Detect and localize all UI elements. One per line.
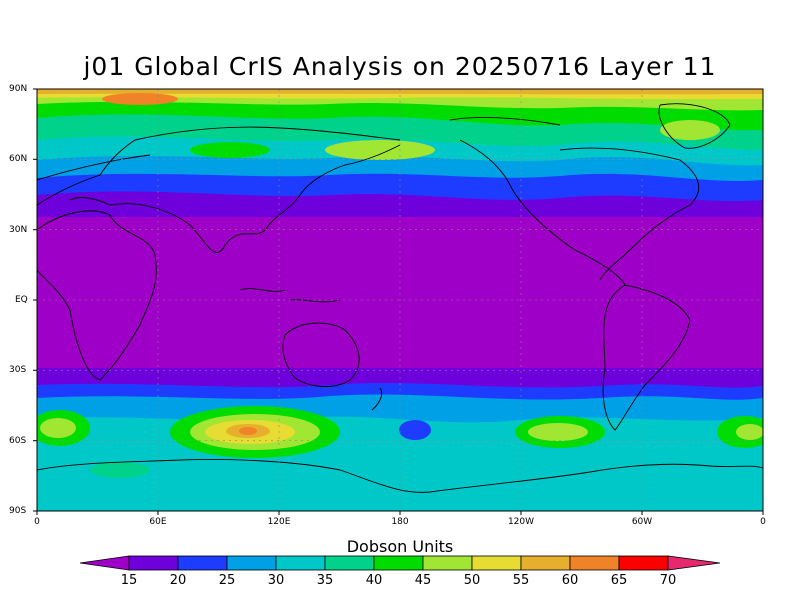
lon-label-120e: 120E bbox=[267, 517, 291, 527]
lat-label-90n: 90N bbox=[9, 84, 28, 94]
colorbar-box bbox=[422, 555, 473, 571]
colorbar-box bbox=[373, 555, 424, 571]
lon-label-0-left: 0 bbox=[34, 517, 40, 527]
colorbar-level-label: 20 bbox=[169, 573, 187, 588]
coast-antarctica bbox=[37, 459, 763, 493]
nh-band-60 bbox=[37, 89, 763, 95]
colorbar-box bbox=[128, 555, 179, 571]
colorbar-level-label: 15 bbox=[120, 573, 138, 588]
coast-indonesia bbox=[239, 288, 341, 303]
colorbar-level-label: 45 bbox=[414, 573, 432, 588]
coast-arctic bbox=[37, 117, 561, 181]
sh-patch-50-d bbox=[736, 424, 763, 440]
colorbar-box bbox=[226, 555, 277, 571]
lat-label-90s: 90S bbox=[9, 506, 27, 516]
sh-patch-25-e bbox=[399, 420, 431, 440]
coast-north-america bbox=[459, 139, 700, 286]
lon-label-0-right: 0 bbox=[760, 517, 766, 527]
tick-marks bbox=[33, 88, 764, 515]
colorbar-box bbox=[471, 555, 522, 571]
colorbar-level-label: 50 bbox=[463, 573, 481, 588]
lat-label-60s: 60S bbox=[9, 436, 27, 446]
colorbar-level-label: 55 bbox=[512, 573, 530, 588]
colorbar bbox=[79, 555, 721, 571]
lon-label-120w: 120W bbox=[507, 517, 535, 527]
lat-label-30s: 30S bbox=[9, 365, 27, 375]
coast-asia bbox=[109, 126, 401, 253]
coast-africa bbox=[37, 210, 157, 381]
sh-patch-40-f bbox=[90, 462, 150, 478]
colorbar-level-label: 60 bbox=[561, 573, 579, 588]
colorbar-title: Dobson Units bbox=[346, 537, 454, 556]
coast-nz bbox=[371, 387, 383, 411]
map-title: j01 Global CrIS Analysis on 20250716 Lay… bbox=[83, 52, 717, 81]
nh-patch-45-c bbox=[190, 142, 270, 158]
nh-patch-65 bbox=[102, 93, 178, 105]
colorbar-box bbox=[275, 555, 326, 571]
sh-patch-50-a bbox=[40, 418, 76, 438]
sh-patch-50-c bbox=[528, 423, 588, 441]
colorbar-level-label: 30 bbox=[267, 573, 285, 588]
coastlines bbox=[37, 103, 763, 493]
nh-patch-50-a bbox=[325, 140, 435, 160]
colorbar-level-label: 35 bbox=[316, 573, 334, 588]
colorbar-arrow-low bbox=[79, 555, 130, 571]
lon-label-60e: 60E bbox=[149, 517, 167, 527]
colorbar-level-label: 65 bbox=[610, 573, 628, 588]
colorbar-level-label: 40 bbox=[365, 573, 383, 588]
sh-patch-65-b bbox=[239, 427, 257, 435]
colorbar-box bbox=[520, 555, 571, 571]
colorbar-box bbox=[569, 555, 620, 571]
lon-label-180: 180 bbox=[391, 517, 409, 527]
colorbar-box bbox=[177, 555, 228, 571]
colorbar-box bbox=[324, 555, 375, 571]
coast-south-america bbox=[602, 284, 691, 431]
sh-band-40 bbox=[37, 488, 763, 511]
lat-label-eq: EQ bbox=[15, 295, 28, 305]
lat-label-30n: 30N bbox=[9, 225, 28, 235]
nh-patch-50-b bbox=[660, 120, 720, 140]
lon-label-60w: 60W bbox=[631, 517, 653, 527]
colorbar-box bbox=[618, 555, 669, 571]
lat-label-60n: 60N bbox=[9, 154, 28, 164]
colorbar-level-label: 25 bbox=[218, 573, 236, 588]
coast-australia bbox=[282, 322, 360, 387]
grid bbox=[37, 89, 763, 511]
colorbar-arrow-high bbox=[667, 555, 721, 571]
coast-greenland bbox=[658, 103, 731, 149]
coast-europe bbox=[37, 139, 136, 206]
colorbar-level-label: 70 bbox=[659, 573, 677, 588]
